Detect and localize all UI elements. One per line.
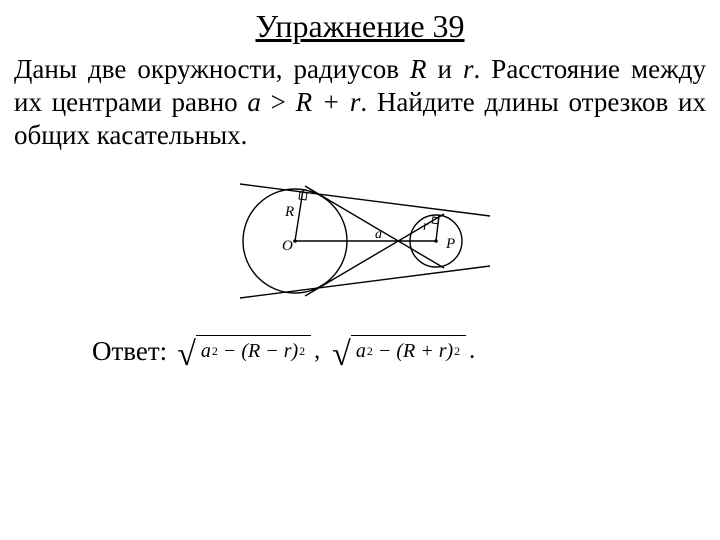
radicand-2: a2 − (R + r)2 — [351, 335, 466, 366]
radical-sign-1: √ — [177, 338, 196, 372]
answer-row: Ответ: √ a2 − (R − r)2 , √ a2 − (R + r)2… — [92, 335, 706, 369]
label-O: O — [282, 238, 293, 254]
external-tangent-top — [240, 184, 490, 216]
label-R: R — [284, 204, 294, 220]
formula-1: √ a2 − (R − r)2 — [177, 335, 311, 369]
radicand-1: a2 − (R − r)2 — [196, 335, 311, 366]
label-a: a — [375, 227, 382, 242]
var-R-upper: R — [410, 54, 427, 84]
exercise-title: Упражнение 39 — [14, 8, 706, 45]
formula-separator: , — [314, 338, 320, 365]
diagram-container: O P R r a — [14, 156, 706, 321]
problem-gt: > — [261, 87, 296, 117]
answer-period: . — [469, 338, 475, 365]
var-r-lower: r — [463, 54, 474, 84]
label-r: r — [423, 219, 429, 234]
var-a: a — [247, 87, 261, 117]
external-tangent-bottom — [240, 266, 490, 298]
problem-part1: Даны две окружности, радиусов — [14, 54, 410, 84]
tangent-circles-diagram: O P R r a — [210, 156, 510, 316]
label-P: P — [445, 236, 455, 252]
var-sum: R + r — [296, 87, 361, 117]
formula-2: √ a2 − (R + r)2 — [332, 335, 466, 369]
problem-text: Даны две окружности, радиусов R и r. Рас… — [14, 53, 706, 152]
radical-sign-2: √ — [332, 338, 351, 372]
problem-and: и — [427, 54, 464, 84]
answer-label: Ответ: — [92, 336, 167, 367]
